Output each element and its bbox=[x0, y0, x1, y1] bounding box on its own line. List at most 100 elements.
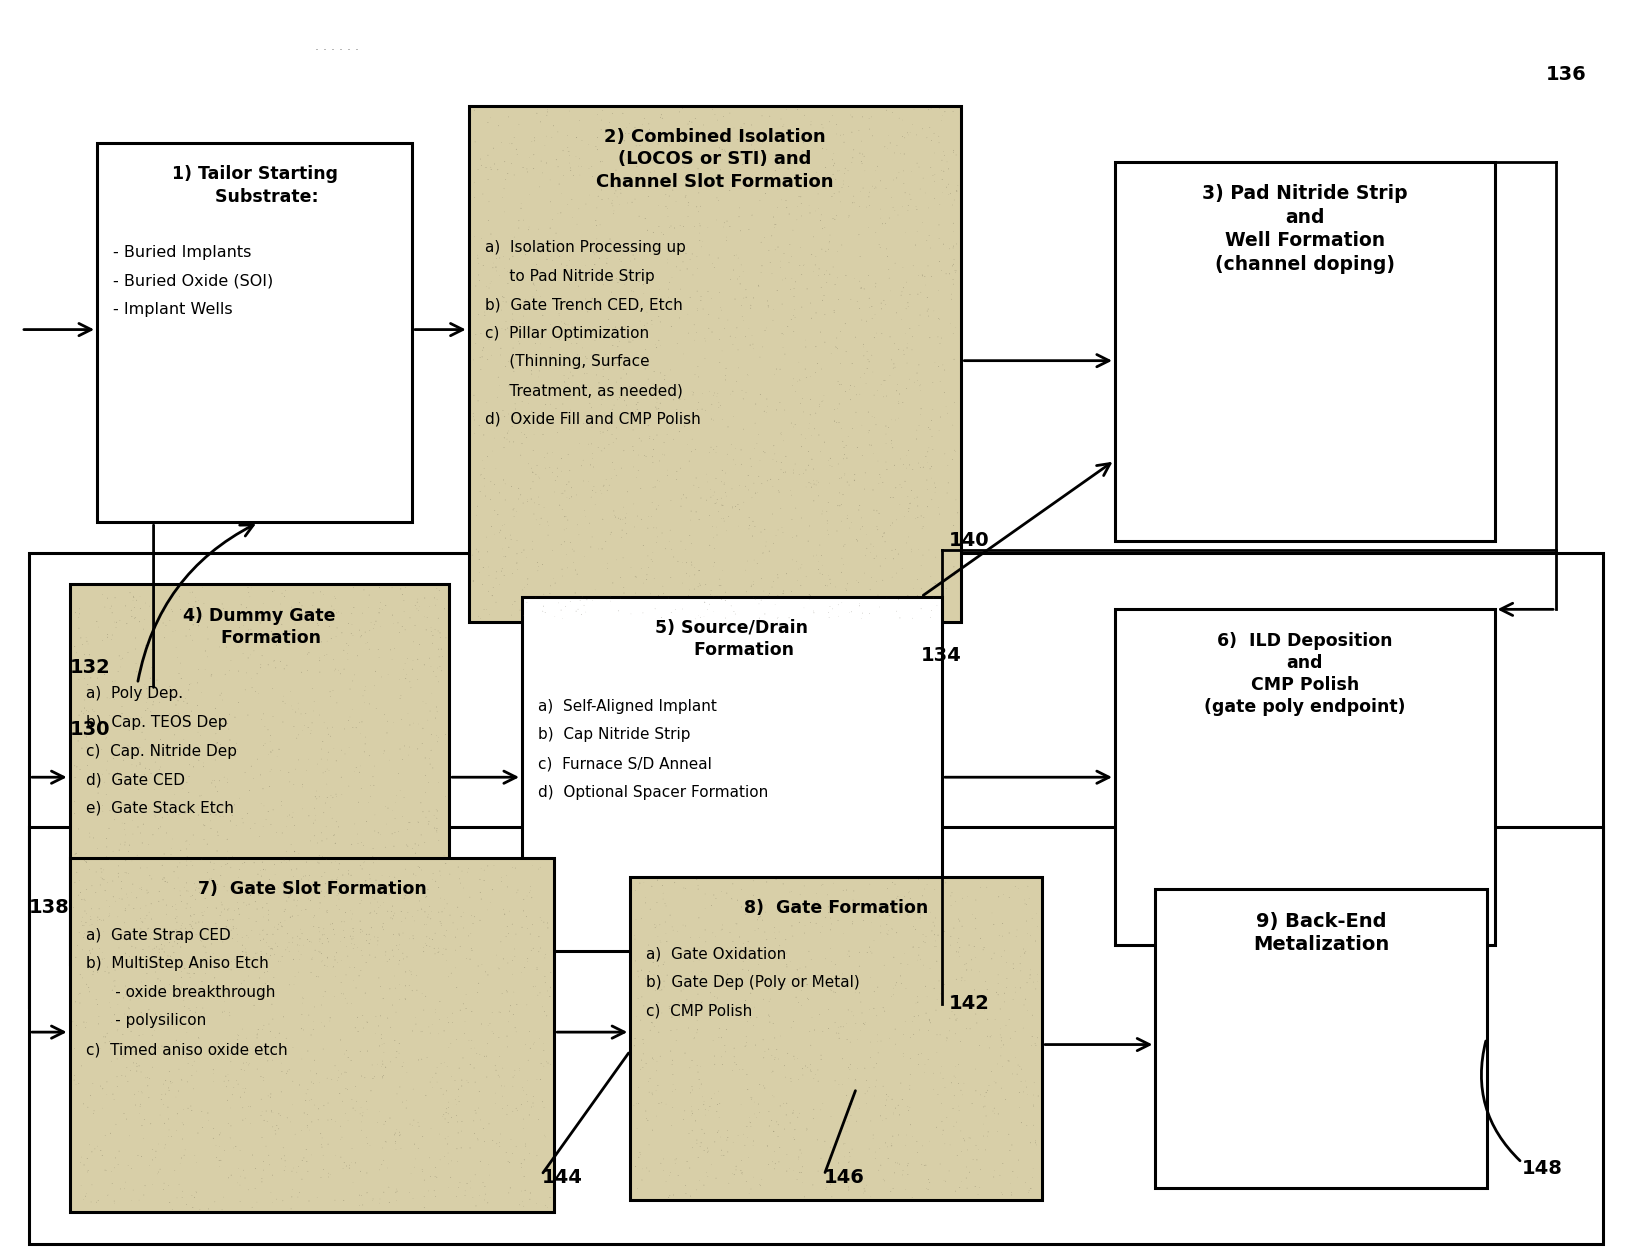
Point bbox=[991, 884, 1017, 904]
Point bbox=[506, 352, 532, 372]
Point bbox=[460, 386, 486, 406]
Point bbox=[842, 465, 868, 485]
Point bbox=[963, 891, 989, 911]
Point bbox=[176, 712, 202, 732]
Point bbox=[809, 1094, 836, 1114]
Point bbox=[64, 1074, 90, 1094]
Point bbox=[881, 549, 907, 569]
Point bbox=[712, 1145, 738, 1166]
Point bbox=[684, 323, 710, 343]
Point bbox=[279, 1095, 305, 1115]
Point bbox=[591, 275, 617, 295]
Point bbox=[757, 107, 783, 127]
Point bbox=[511, 210, 537, 230]
Point bbox=[266, 1119, 292, 1139]
Point bbox=[543, 423, 570, 443]
Point bbox=[75, 716, 101, 736]
Point bbox=[493, 1143, 519, 1163]
Point bbox=[940, 450, 966, 470]
Point bbox=[765, 1127, 792, 1147]
Point bbox=[640, 222, 666, 242]
Point bbox=[302, 825, 328, 845]
Point bbox=[498, 525, 524, 545]
Point bbox=[743, 516, 769, 536]
Point bbox=[596, 435, 622, 455]
Point bbox=[341, 928, 367, 948]
Point bbox=[530, 912, 557, 932]
Point bbox=[849, 608, 875, 628]
Point bbox=[465, 391, 491, 411]
Point bbox=[333, 633, 359, 653]
Point bbox=[663, 256, 689, 276]
Point bbox=[765, 520, 792, 540]
Point bbox=[508, 1153, 534, 1173]
Point bbox=[1025, 917, 1051, 937]
Point bbox=[814, 511, 840, 531]
Point bbox=[826, 1074, 852, 1094]
Point bbox=[898, 285, 924, 305]
Point bbox=[142, 922, 168, 942]
Point bbox=[317, 687, 343, 707]
Point bbox=[721, 1053, 747, 1073]
Point bbox=[204, 732, 230, 752]
Point bbox=[813, 1179, 839, 1199]
Point bbox=[356, 598, 382, 618]
Point bbox=[940, 414, 966, 435]
Point bbox=[907, 404, 934, 425]
Point bbox=[803, 475, 829, 495]
Point bbox=[788, 206, 814, 226]
Point bbox=[893, 378, 919, 398]
Point bbox=[840, 891, 867, 911]
Point bbox=[297, 1120, 323, 1140]
Point bbox=[620, 245, 646, 265]
Point bbox=[723, 496, 749, 516]
Point bbox=[113, 835, 139, 855]
Point bbox=[578, 487, 604, 507]
Point bbox=[578, 412, 604, 432]
Point bbox=[888, 1073, 914, 1093]
Point bbox=[857, 352, 883, 372]
Point bbox=[697, 1096, 723, 1117]
Point bbox=[741, 870, 767, 891]
Point bbox=[814, 897, 840, 917]
Point bbox=[126, 816, 152, 836]
Point bbox=[384, 1179, 410, 1199]
Point bbox=[698, 516, 725, 536]
Point bbox=[650, 980, 676, 1000]
Point bbox=[214, 1076, 240, 1096]
Point bbox=[326, 1068, 353, 1088]
Point bbox=[411, 833, 437, 853]
Point bbox=[579, 528, 605, 548]
Point bbox=[687, 1056, 713, 1076]
Point bbox=[867, 597, 893, 617]
Point bbox=[109, 813, 135, 833]
Point bbox=[354, 1091, 380, 1112]
Point bbox=[929, 549, 955, 569]
Point bbox=[685, 560, 712, 580]
Point bbox=[450, 1048, 477, 1068]
Point bbox=[873, 914, 899, 934]
Point bbox=[256, 776, 282, 796]
Point bbox=[95, 588, 121, 608]
Point bbox=[150, 735, 176, 755]
Point bbox=[982, 1073, 1009, 1093]
Point bbox=[477, 192, 503, 212]
Point bbox=[710, 409, 736, 430]
Point bbox=[857, 1078, 883, 1098]
Point bbox=[762, 1027, 788, 1048]
Point bbox=[557, 592, 583, 612]
Point bbox=[183, 913, 209, 933]
Point bbox=[685, 357, 712, 377]
Point bbox=[173, 831, 199, 852]
Point bbox=[428, 1054, 454, 1074]
Point bbox=[253, 1102, 279, 1122]
Point bbox=[858, 534, 885, 554]
Point bbox=[501, 227, 527, 247]
Point bbox=[131, 609, 157, 629]
Point bbox=[459, 1039, 485, 1059]
Point bbox=[245, 1024, 271, 1044]
Point bbox=[862, 178, 888, 198]
Point bbox=[574, 472, 601, 492]
Point bbox=[901, 1025, 927, 1045]
Point bbox=[881, 1163, 907, 1183]
